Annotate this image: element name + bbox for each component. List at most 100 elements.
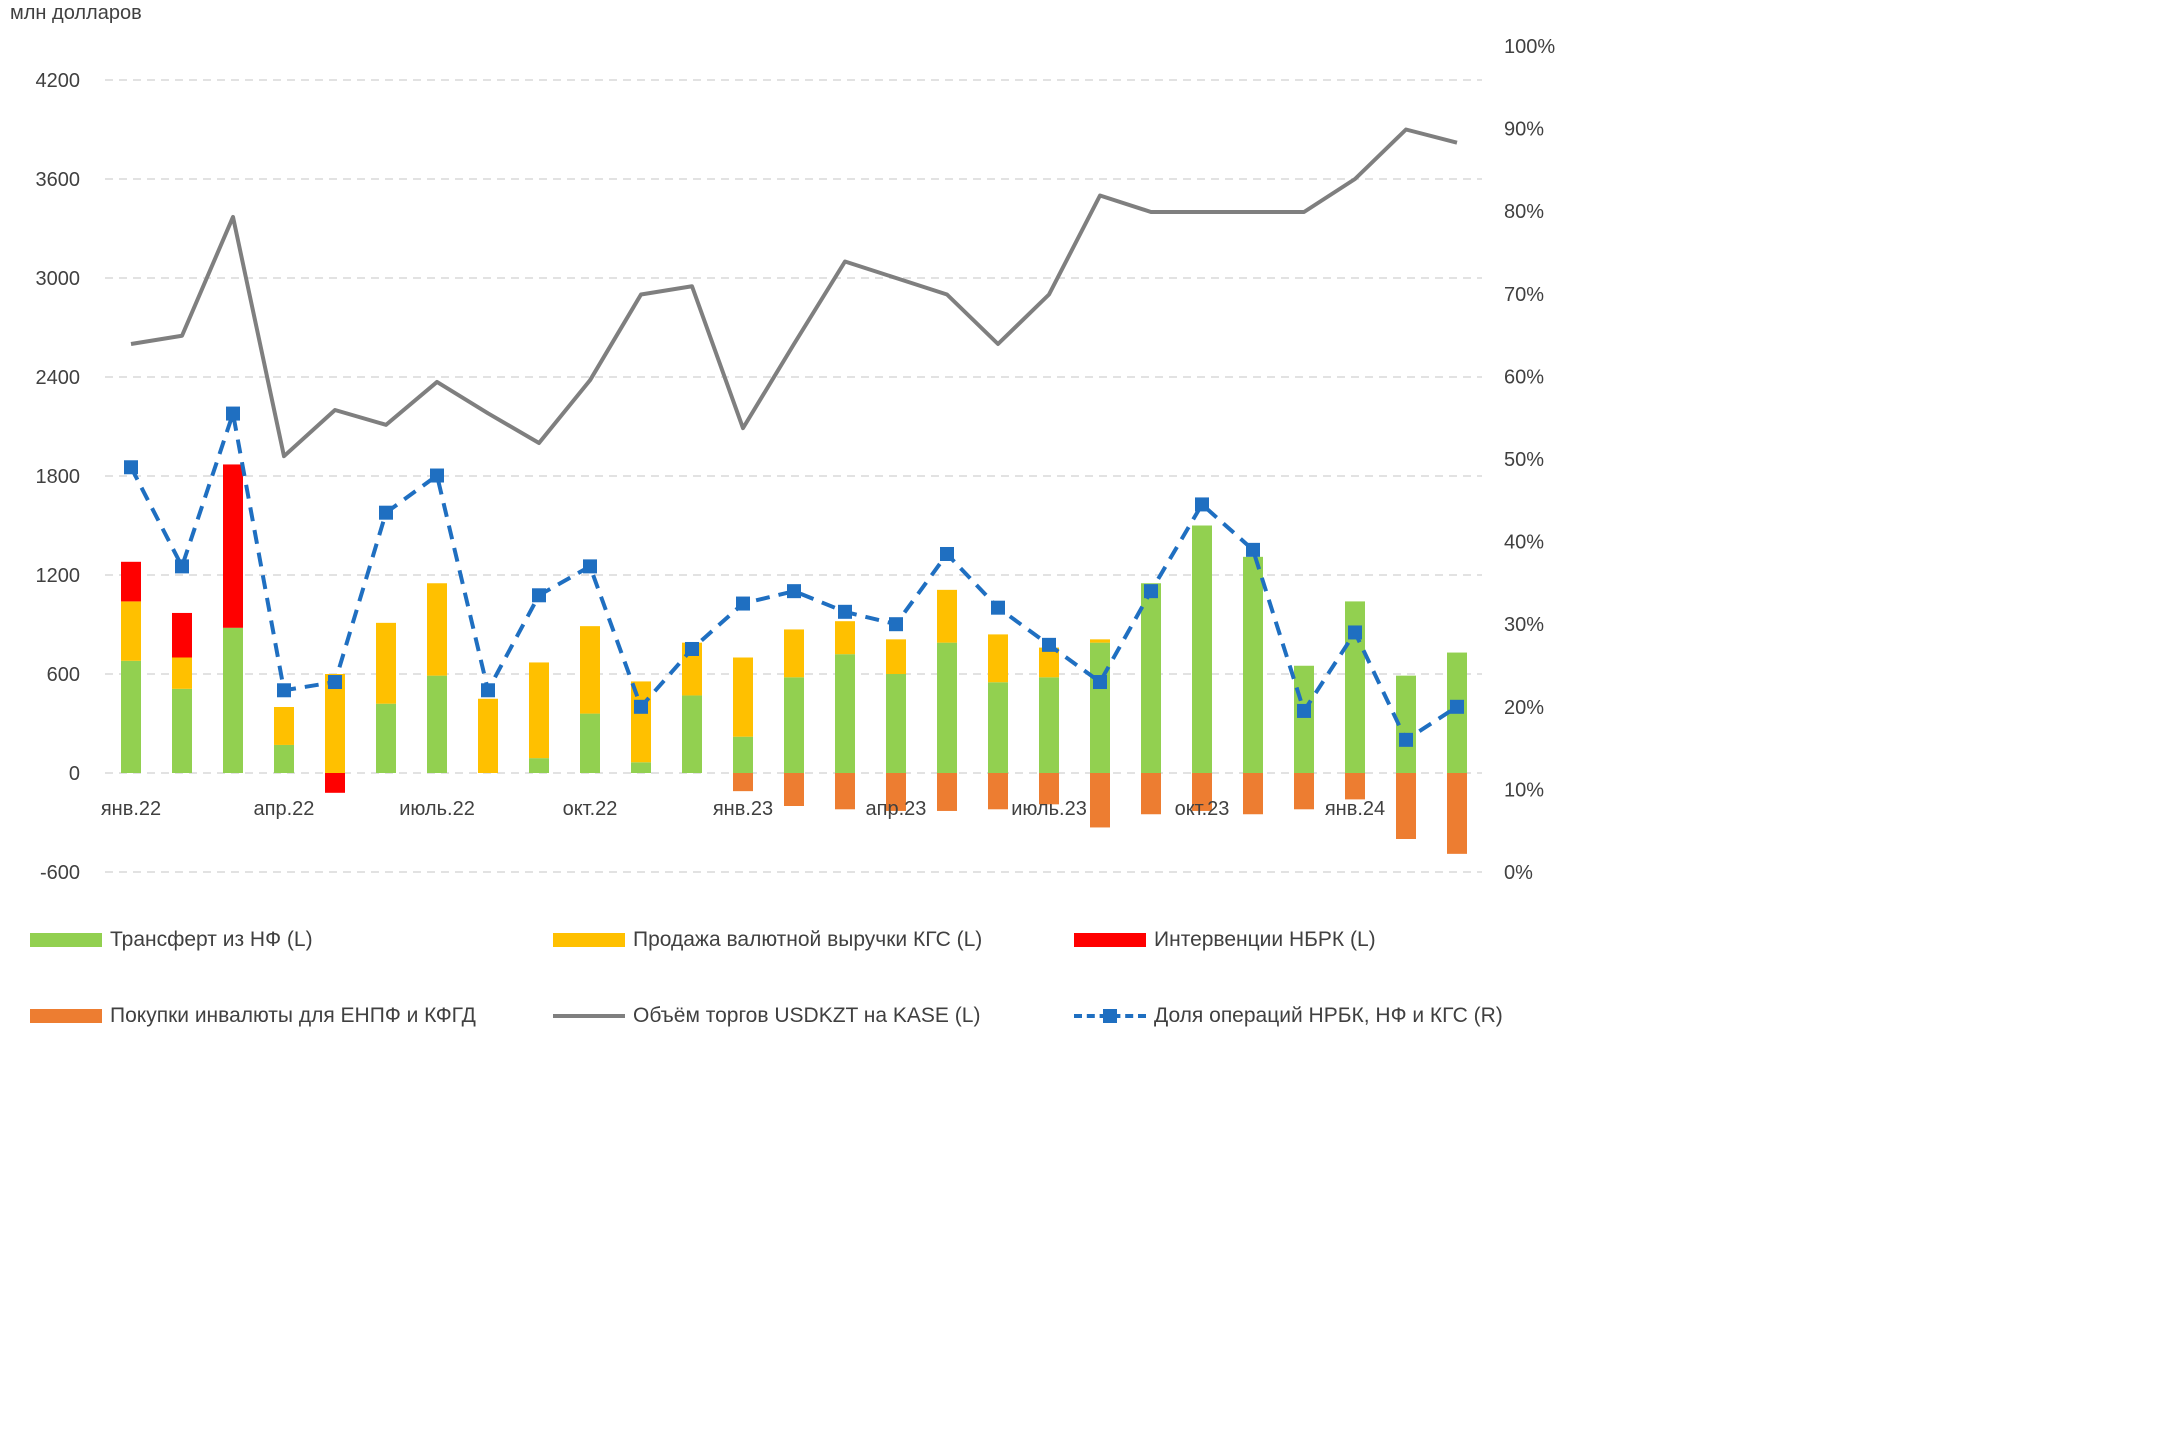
series-marker [532, 588, 546, 603]
series-marker [277, 683, 291, 698]
y-right-tick-label: 20% [1504, 697, 1544, 719]
bar-segment [1141, 773, 1161, 815]
bar-segment [631, 762, 651, 773]
series-marker [1144, 584, 1158, 599]
bar-segment [988, 682, 1008, 773]
series-marker [1399, 732, 1413, 747]
bar-segment [1396, 675, 1416, 773]
series-marker [481, 683, 495, 698]
bar-segment [835, 773, 855, 810]
x-tick-label: июль.23 [1011, 798, 1087, 820]
series-marker [940, 546, 954, 561]
x-tick-label: янв.22 [101, 798, 161, 820]
bar-segment [376, 622, 396, 704]
series-marker [889, 617, 903, 632]
series-marker [1246, 542, 1260, 557]
x-tick-label: янв.24 [1325, 798, 1385, 820]
y-right-tick-label: 40% [1504, 532, 1544, 554]
y-left-tick-label: 1800 [36, 466, 81, 488]
bar-segment [988, 634, 1008, 683]
series-marker [1297, 703, 1311, 718]
bar-segment [1090, 639, 1110, 643]
bar-segment [1192, 525, 1212, 773]
bar-segment [529, 758, 549, 773]
bar-segment [835, 654, 855, 773]
bar-segment [580, 626, 600, 714]
y-left-tick-label: 3600 [36, 169, 81, 191]
bar-segment [529, 662, 549, 759]
bar-segment [1243, 556, 1263, 773]
x-tick-label: июль.22 [399, 798, 475, 820]
bar-segment [1039, 677, 1059, 773]
series-marker [124, 460, 138, 475]
y-right-tick-label: 50% [1504, 449, 1544, 471]
y-left-tick-label: 600 [47, 664, 80, 686]
y-left-tick-label: 1200 [36, 565, 81, 587]
bar-segment [274, 744, 294, 773]
bar-segment [733, 736, 753, 773]
bar-segment [784, 773, 804, 806]
y-right-tick-label: 70% [1504, 284, 1544, 306]
series-marker [328, 675, 342, 690]
bar-segment [580, 713, 600, 773]
series-marker [430, 468, 444, 483]
bar-segment [1294, 665, 1314, 773]
bar-segment [1090, 642, 1110, 773]
bar-segment [427, 583, 447, 676]
series-marker [1450, 699, 1464, 714]
y-right-tick-label: 30% [1504, 614, 1544, 636]
bars [121, 464, 1467, 854]
bar-segment [886, 639, 906, 674]
bar-segment [886, 674, 906, 773]
combo-chart: -600 0 600 1200 1800 2400 3000 3600 4200 0% 10% 20%… [36, 36, 1556, 884]
bar-segment [1039, 647, 1059, 678]
bar-segment [376, 703, 396, 773]
bar-segment [733, 773, 753, 792]
bar-segment [1141, 583, 1161, 773]
x-tick-label: янв.23 [713, 798, 773, 820]
y-right-tick-label: 0% [1504, 862, 1533, 884]
y-left-tick-label: 3000 [36, 268, 81, 290]
bar-segment [1192, 773, 1212, 811]
y-right-tick-label: 10% [1504, 779, 1544, 801]
y-left-tick-label: 2400 [36, 367, 81, 389]
bar-segment [1345, 601, 1365, 773]
y-left-tick-label: 4200 [36, 70, 81, 92]
bar-segment [784, 629, 804, 678]
series-line [130, 127, 1458, 459]
series-marker [787, 584, 801, 599]
series-marker [685, 641, 699, 656]
x-tick-label: апр.22 [254, 798, 315, 820]
bar-segment [172, 657, 192, 689]
bar-segment [1345, 773, 1365, 800]
series-marker [226, 406, 240, 421]
y-right-tick-label: 60% [1504, 366, 1544, 388]
bar-segment [325, 674, 345, 773]
bar-segment [784, 677, 804, 773]
y-right-tick-label: 90% [1504, 119, 1544, 141]
bar-segment [937, 589, 957, 643]
bar-segment [835, 621, 855, 655]
y-right-tick-label: 100% [1504, 36, 1555, 58]
bar-segment [223, 464, 243, 628]
lines [124, 127, 1464, 747]
bar-segment [274, 707, 294, 745]
x-tick-label: апр.23 [866, 798, 927, 820]
bar-segment [121, 601, 141, 661]
bar-segment [1447, 773, 1467, 854]
bar-segment [172, 688, 192, 773]
series-marker [379, 505, 393, 520]
bar-segment [886, 773, 906, 811]
series-marker [991, 600, 1005, 615]
bar-segment [631, 681, 651, 763]
y-left-tick-label: 0 [69, 763, 80, 785]
y-left-tick-label: -600 [40, 862, 80, 884]
bar-segment [733, 657, 753, 737]
bar-segment [325, 773, 345, 793]
series-marker [1195, 497, 1209, 512]
bar-segment [427, 675, 447, 773]
series-marker [1348, 625, 1362, 640]
bar-segment [682, 695, 702, 773]
bar-segment [988, 773, 1008, 810]
x-tick-label: окт.23 [1175, 798, 1230, 820]
